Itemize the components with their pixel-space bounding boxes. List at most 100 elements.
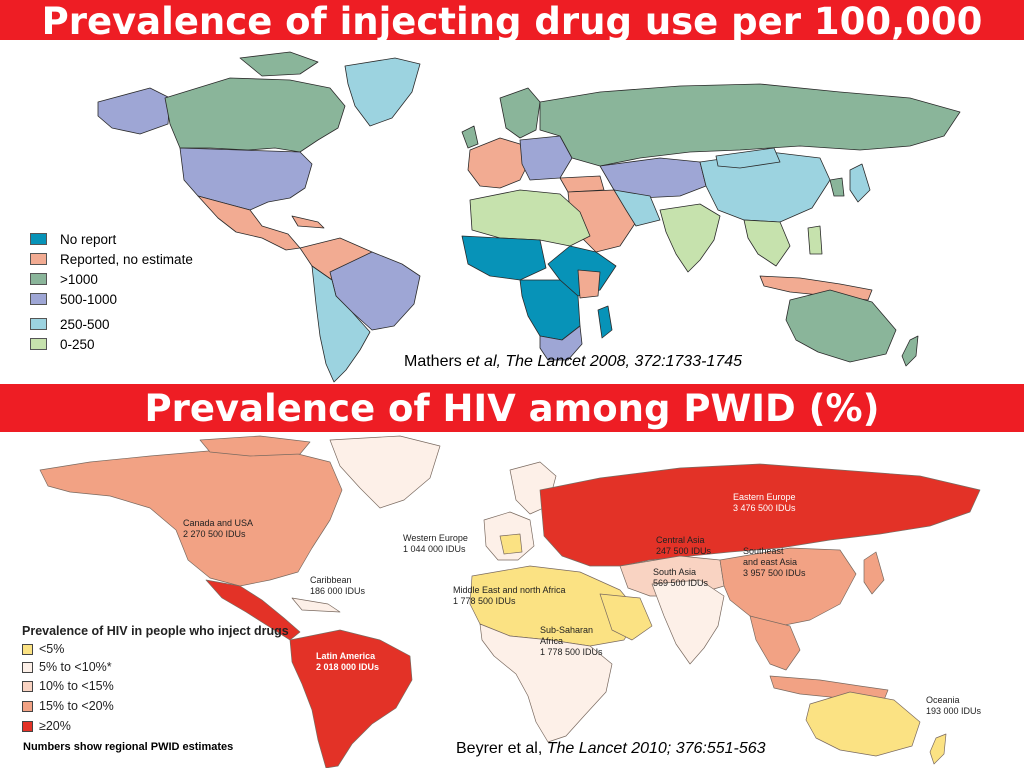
citation-italic: et al, The Lancet 2008, 372:1733-1745 — [466, 353, 743, 370]
label-sub-saharan-name-2: Africa — [540, 636, 563, 646]
citation-prefix: Mathers — [404, 353, 467, 370]
map1-southern-cone — [311, 265, 371, 383]
citation-prefix: Beyrer et al, — [456, 740, 547, 757]
map2-region-labels: Canada and USA 2 270 500 IDUs Caribbean … — [183, 492, 982, 716]
label-middle-east-name: Middle East and north Africa — [453, 585, 566, 595]
label-caribbean-value: 186 000 IDUs — [310, 586, 366, 596]
label-oceania-value: 193 000 IDUs — [926, 706, 982, 716]
map1-west-africa — [461, 235, 547, 281]
map2-footnote: Numbers show regional PWID estimates — [23, 741, 234, 753]
legend-row-5-to-10: 5% to <10%* — [22, 660, 222, 677]
map2-arctic-islands — [199, 435, 311, 457]
map2-citation: Beyrer et al, The Lancet 2010; 376:551-5… — [456, 740, 766, 758]
legend-swatch — [22, 681, 33, 692]
legend-swatch — [22, 721, 33, 732]
legend-row-0-250: 0-250 — [30, 337, 250, 353]
label-latin-america-value: 2 018 000 IDUs — [316, 662, 379, 672]
legend-label: Reported, no estimate — [60, 252, 193, 267]
idu-prevalence-world-map — [0, 40, 1024, 384]
map2-sub-saharan — [479, 623, 613, 743]
hiv-pwid-world-map: Canada and USA 2 270 500 IDUs Caribbean … — [0, 432, 1024, 768]
legend-label: 0-250 — [60, 337, 95, 352]
label-southeast-asia-name-1: Southeast — [743, 546, 784, 556]
map2-legend: Prevalence of HIV in people who inject d… — [22, 624, 289, 733]
citation-italic: The Lancet 2010; 376:551-563 — [546, 740, 766, 757]
label-middle-east-value: 1 778 500 IDUs — [453, 596, 516, 606]
label-central-asia-value: 247 500 IDUs — [656, 546, 712, 556]
map2-legend-title: Prevalence of HIV in people who inject d… — [22, 624, 289, 638]
label-eastern-europe-name: Eastern Europe — [733, 492, 796, 502]
legend-label: 500-1000 — [60, 292, 118, 307]
label-central-asia-name: Central Asia — [656, 535, 705, 545]
legend-label: 15% to <20% — [39, 699, 114, 713]
map1-turkey — [559, 175, 605, 193]
legend-row-20-plus: ≥20% — [22, 719, 222, 736]
label-western-europe-name: Western Europe — [403, 533, 468, 543]
label-canada-usa-name: Canada and USA — [183, 518, 253, 528]
legend-row-no-report: No report — [30, 232, 250, 248]
map1-southeast-asia — [743, 219, 791, 267]
map1-iran — [613, 189, 661, 227]
map2-australia — [805, 691, 921, 757]
legend-row-250-500: 250-500 — [30, 317, 250, 333]
label-south-asia-name: South Asia — [653, 567, 696, 577]
label-caribbean-name: Caribbean — [310, 575, 352, 585]
map1-japan — [849, 163, 871, 203]
map1-china — [699, 151, 831, 223]
map1-korea — [829, 177, 845, 197]
map1-new-zealand — [901, 335, 919, 367]
legend-swatch — [30, 318, 47, 330]
map1-greenland — [344, 57, 421, 127]
map2-spain — [499, 533, 523, 555]
label-sub-saharan-value: 1 778 500 IDUs — [540, 647, 603, 657]
legend-swatch — [30, 338, 47, 350]
legend-swatch — [22, 662, 33, 673]
map1-kenya — [577, 269, 601, 299]
map1-uk — [461, 125, 479, 149]
map2-arabia — [599, 593, 653, 641]
label-eastern-europe-value: 3 476 500 IDUs — [733, 503, 796, 513]
label-canada-usa-value: 2 270 500 IDUs — [183, 529, 246, 539]
top-banner-title: Prevalence of injecting drug use per 100… — [0, 0, 1024, 40]
legend-label: 250-500 — [60, 317, 110, 332]
legend-swatch — [22, 701, 33, 712]
map1-citation: Mathers et al, The Lancet 2008, 372:1733… — [404, 353, 742, 371]
map1-russia — [539, 83, 961, 167]
map2-mexico — [205, 579, 301, 641]
legend-row-under-5: <5% — [22, 642, 222, 659]
map1-southern-africa — [539, 325, 583, 361]
map1-north-africa — [469, 189, 591, 247]
legend-swatch — [30, 293, 47, 305]
map2-east-asia — [719, 547, 857, 627]
map1-philippines — [807, 225, 823, 255]
map2-greenland — [329, 435, 441, 509]
legend-label: 5% to <10%* — [39, 660, 112, 674]
map2-southeast-asia — [749, 615, 801, 671]
map1-madagascar — [597, 305, 613, 339]
legend-swatch — [30, 273, 47, 285]
legend-row-10-to-15: 10% to <15% — [22, 679, 222, 696]
label-western-europe-value: 1 044 000 IDUs — [403, 544, 466, 554]
map1-australia — [785, 289, 897, 363]
map2-eastern-europe — [539, 463, 981, 567]
label-southeast-asia-value: 3 957 500 IDUs — [743, 568, 806, 578]
map2-new-zealand — [929, 733, 947, 765]
label-latin-america-name: Latin America — [316, 651, 376, 661]
label-oceania-name: Oceania — [926, 695, 960, 705]
legend-swatch — [30, 233, 47, 245]
legend-label: >1000 — [60, 272, 98, 287]
label-southeast-asia-name-2: and east Asia — [743, 557, 797, 567]
map1-caribbean — [291, 215, 325, 229]
legend-label: ≥20% — [39, 719, 71, 733]
map1-europe-west — [467, 137, 529, 189]
legend-row-over-1000: >1000 — [30, 272, 250, 288]
map1-mexico — [197, 195, 301, 251]
map1-alaska — [97, 87, 171, 135]
legend-row-15-to-20: 15% to <20% — [22, 699, 222, 716]
map2-latin-america — [289, 629, 413, 768]
label-south-asia-value: 569 500 IDUs — [653, 578, 709, 588]
map2-mena — [469, 565, 641, 647]
map1-south-asia — [659, 203, 721, 273]
map2-caribbean — [291, 597, 341, 613]
label-sub-saharan-name-1: Sub-Saharan — [540, 625, 593, 635]
